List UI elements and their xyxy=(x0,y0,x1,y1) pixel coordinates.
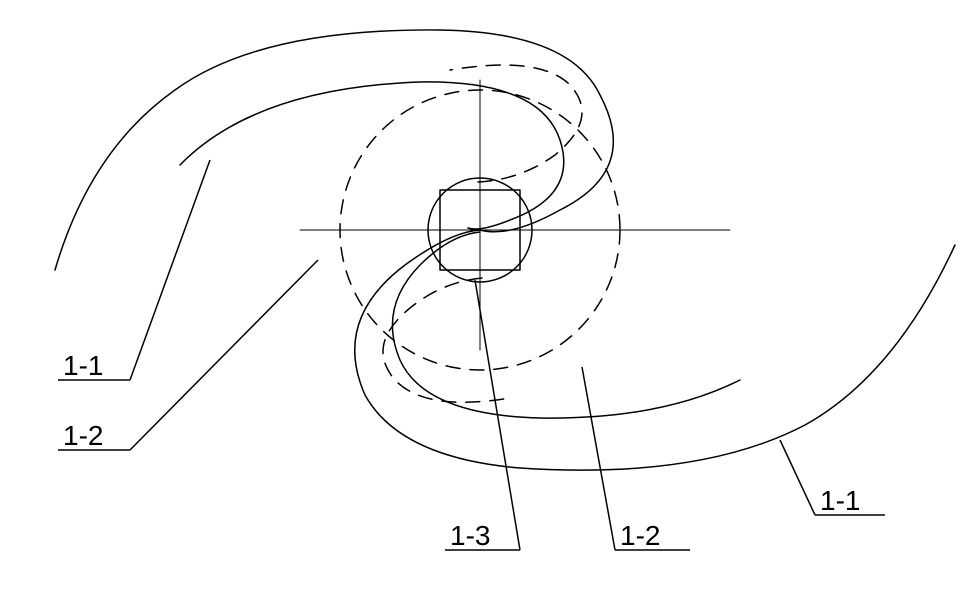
label-br_1_1: 1-1 xyxy=(820,485,860,516)
leader-br_1_2 xyxy=(582,367,615,550)
label-tl_1_2: 1-2 xyxy=(63,420,103,451)
label-br_1_2: 1-2 xyxy=(620,520,660,551)
inner-dashed-top xyxy=(450,65,582,182)
scroll-bottom-outer xyxy=(355,230,955,470)
label-tl_1_1: 1-1 xyxy=(63,350,103,381)
leader-bc_1_3 xyxy=(475,280,520,550)
scroll-top-outer xyxy=(55,30,613,270)
leader-tl_1_1 xyxy=(130,160,210,380)
labels: 1-1 1-2 1-1 1-2 1-3 xyxy=(58,160,885,551)
leader-br_1_1 xyxy=(780,440,815,515)
technical-diagram: 1-1 1-2 1-1 1-2 1-3 xyxy=(0,0,975,595)
inner-dashed-bottom xyxy=(383,278,510,402)
scroll-bottom-inner xyxy=(392,232,740,418)
scroll-top-inner xyxy=(180,82,564,229)
label-bc_1_3: 1-3 xyxy=(450,520,490,551)
leader-tl_1_2 xyxy=(130,260,318,450)
